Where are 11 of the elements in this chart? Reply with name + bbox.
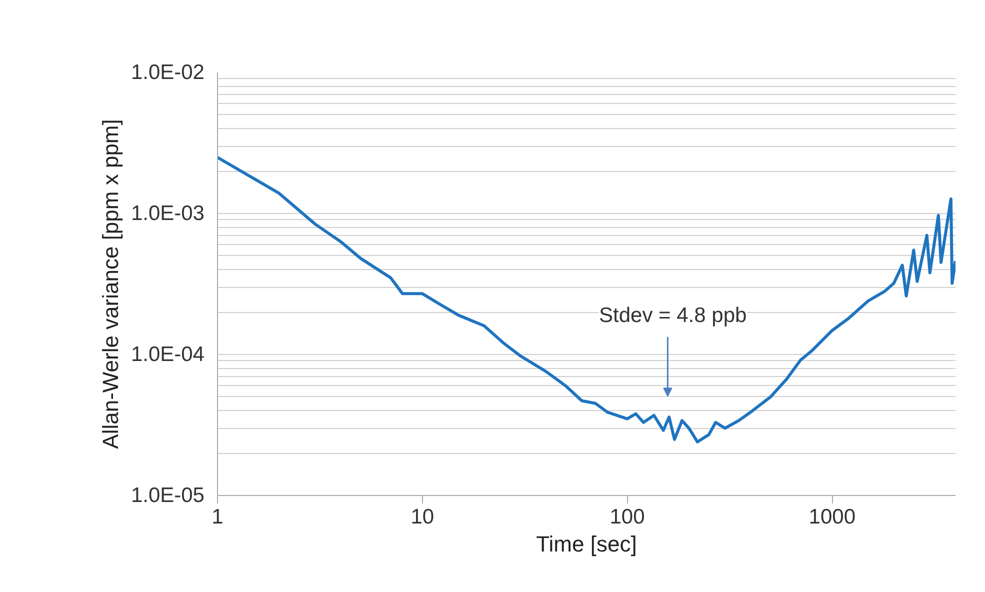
x-axis-title: Time [sec] (536, 532, 637, 556)
y-tick-label: 1.0E-04 (130, 343, 205, 366)
annotation: Stdev = 4.8 ppb (598, 304, 747, 328)
y-axis-title: Allan-Werle variance [ppm x ppm] (98, 119, 123, 449)
y-tick-label: 1.0E-05 (130, 484, 205, 507)
x-tick-label: 100 (610, 506, 645, 528)
y-tick-label: 1.0E-02 (130, 61, 205, 84)
y-tick-label: 1.0E-03 (130, 202, 205, 225)
x-tick-label: 1000 (808, 506, 856, 528)
x-tick-label: 10 (410, 506, 434, 528)
x-tick-label: 1 (212, 506, 224, 528)
